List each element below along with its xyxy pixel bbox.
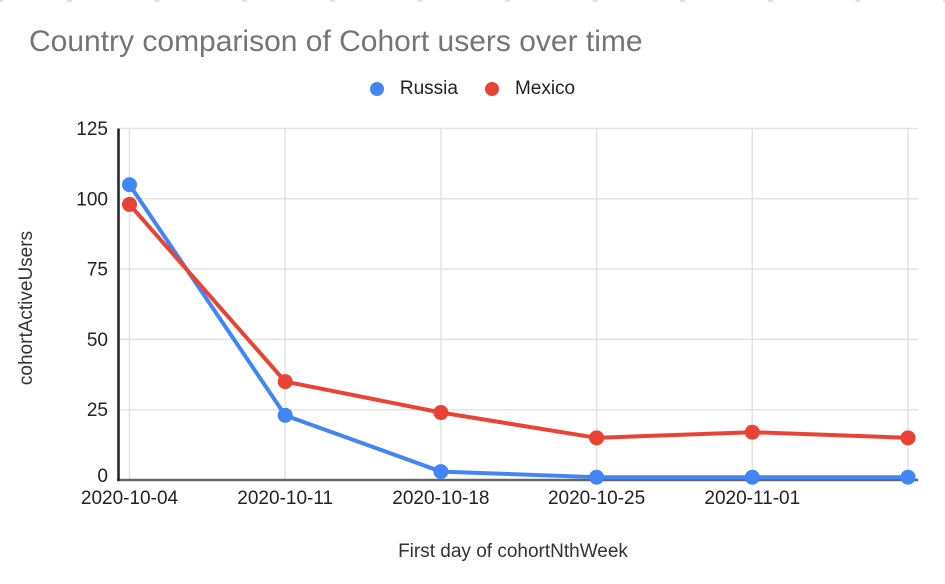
y-tick-label: 125 <box>76 119 108 140</box>
data-point-russia[interactable] <box>744 469 760 485</box>
y-tick-label: 100 <box>76 189 108 210</box>
data-point-russia[interactable] <box>277 407 293 423</box>
data-point-mexico[interactable] <box>900 430 916 446</box>
legend-label-russia: Russia <box>399 78 458 99</box>
y-tick-label: 50 <box>87 330 108 351</box>
y-tick-label: 0 <box>97 466 108 487</box>
legend-item-russia: Russia <box>369 78 458 100</box>
legend-item-mexico: Mexico <box>484 78 576 100</box>
x-tick-label: 2020-10-25 <box>548 488 645 509</box>
y-tick-label: 75 <box>87 260 108 281</box>
legend-swatch-mexico-icon <box>484 82 499 96</box>
x-tick-label: 2020-10-18 <box>392 488 489 509</box>
chart-legend: Russia Mexico <box>0 78 945 100</box>
x-tick-label: 2020-11-01 <box>704 488 800 509</box>
cropped-text-artifact <box>0 0 945 2</box>
series-line-mexico <box>127 202 910 440</box>
series-line-russia <box>127 182 910 480</box>
data-point-mexico[interactable] <box>744 424 760 440</box>
data-point-russia[interactable] <box>900 469 916 485</box>
legend-swatch-russia-icon <box>369 82 384 96</box>
data-point-russia[interactable] <box>589 469 605 485</box>
data-point-russia[interactable] <box>122 177 137 193</box>
x-axis-title: First day of cohortNthWeek <box>398 541 628 562</box>
x-tick-label: 2020-10-11 <box>237 488 333 509</box>
data-point-russia[interactable] <box>433 464 449 480</box>
data-point-mexico[interactable] <box>589 430 605 446</box>
data-point-mexico[interactable] <box>277 374 293 390</box>
y-tick-label: 25 <box>87 400 108 421</box>
legend-label-mexico: Mexico <box>514 78 576 99</box>
chart-title: Country comparison of Cohort users over … <box>29 25 643 58</box>
data-point-mexico[interactable] <box>122 196 137 212</box>
x-tick-label: 2020-10-04 <box>81 488 179 509</box>
data-point-mexico[interactable] <box>433 405 449 421</box>
